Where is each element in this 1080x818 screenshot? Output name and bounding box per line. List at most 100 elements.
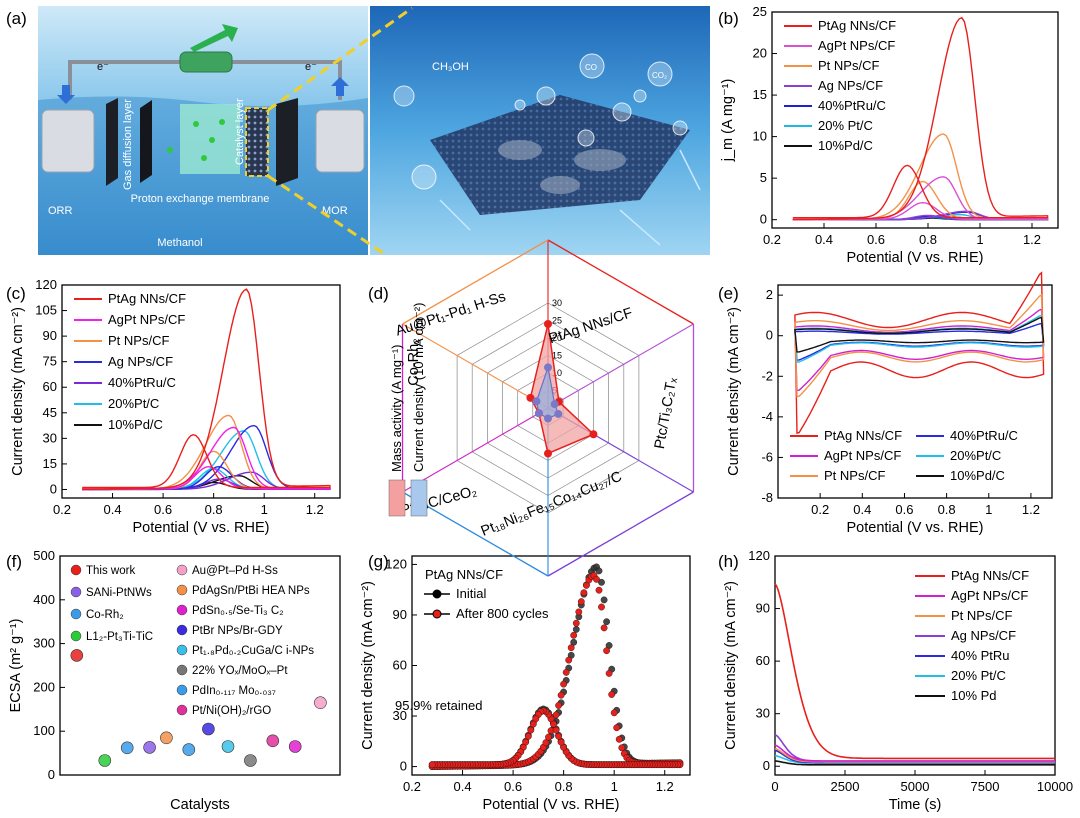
- ecsa-point: [70, 649, 84, 662]
- legend-entry: 40%PtRu/C: [950, 428, 1018, 443]
- radar-legend-label: Current density (10 mA cm⁻²): [411, 303, 426, 472]
- data-point: [605, 670, 613, 677]
- series-line: [794, 293, 1045, 398]
- y-tick-label: 30: [43, 430, 57, 445]
- data-point: [595, 567, 603, 575]
- data-point: [555, 732, 562, 740]
- x-tick-label: 0.4: [853, 502, 871, 517]
- y-axis-label: Current density (mA cm⁻²): [10, 307, 26, 476]
- mass-activity-point: [589, 430, 598, 439]
- legend-entry: Ag NPs/CF: [951, 628, 1016, 643]
- legend-entry: PtAg NNs/CF: [824, 428, 902, 443]
- series-line: [774, 747, 1055, 763]
- y-tick-label: 120: [748, 548, 770, 563]
- x-tick-label: 5000: [901, 779, 930, 794]
- orr-end-plate: [41, 109, 95, 173]
- ecsa-point: [244, 754, 257, 767]
- radar-legend-label: Mass activity (A mg⁻¹): [389, 345, 404, 473]
- panel-g-retained-annotation: 95.9% retained: [395, 698, 482, 713]
- x-tick-label: 0.2: [53, 502, 71, 517]
- legend-entry: AgPt NPs/CF: [951, 588, 1028, 603]
- x-tick-label: 0: [771, 779, 778, 794]
- co-bubble-label: CO: [585, 63, 597, 72]
- radar-axis-label: Pt₁₈Ni₂₆Fe₁₅Co₁₄Cu₂₇/C: [479, 469, 624, 540]
- y-tick-label: 105: [35, 303, 57, 318]
- x-tick-label: 10000: [1037, 779, 1073, 794]
- x-tick-label: 1: [261, 502, 268, 517]
- legend-marker: [70, 630, 82, 642]
- data-point: [552, 726, 560, 734]
- y-tick-label: 30: [393, 708, 407, 723]
- data-point: [552, 711, 560, 719]
- x-tick-label: 1.2: [1022, 502, 1040, 517]
- zoom-line-top: [267, 6, 413, 112]
- ecsa-point: [314, 696, 327, 710]
- legend-entry: This work: [86, 565, 135, 577]
- x-tick-label: 0.6: [895, 502, 913, 517]
- y-tick-label: 500: [33, 548, 55, 563]
- x-tick-label: 1.2: [306, 502, 324, 517]
- legend-entry: PdSn₀.₅/Se-Ti₃ C₂: [192, 605, 284, 617]
- panel-g-inset-title: PtAg NNs/CF: [425, 567, 503, 582]
- y-tick-label: 0: [48, 767, 55, 782]
- data-point: [570, 631, 578, 639]
- x-tick-label: 0.8: [555, 779, 573, 794]
- y-tick-label: 0: [400, 759, 407, 774]
- legend-entry: AgPt NPs/CF: [824, 448, 901, 463]
- panel-g-label: (g): [368, 552, 389, 571]
- data-point: [610, 709, 618, 717]
- x-axis-label: Time (s): [889, 797, 942, 813]
- y-tick-label: 2: [766, 287, 773, 302]
- data-point: [615, 735, 623, 743]
- y-tick-label: -4: [761, 409, 773, 424]
- mor-end-plate: [315, 109, 365, 173]
- gas-diffusion-layer-shape: [140, 100, 152, 183]
- data-point: [560, 680, 567, 688]
- legend-marker: [70, 608, 82, 620]
- y-tick-label: 0: [50, 481, 57, 496]
- data-point: [603, 647, 610, 655]
- radar-axis-label: Co-Rh₂: [406, 338, 422, 386]
- legend-entry: Initial: [456, 586, 486, 601]
- current-density-point: [544, 363, 552, 372]
- lightning-lines: [439, 149, 701, 246]
- ecsa-point: [98, 754, 112, 767]
- legend-marker: [176, 604, 188, 616]
- data-point: [598, 578, 605, 586]
- current-density-point: [554, 409, 563, 418]
- chart-panel-b: 0.2 0.4 0.6 0.8 1 1.2 0 5 10 15 20 25 Potential (V v…: [720, 4, 1059, 266]
- legend-entry: 40% PtRu: [951, 648, 1010, 663]
- legend-entry: Ag NPs/CF: [818, 78, 883, 93]
- y-tick-label: -8: [761, 490, 773, 505]
- legend-entry: 20% Pt/C: [818, 118, 873, 133]
- series-line: [774, 583, 1055, 760]
- panel-f-label: (f): [6, 552, 22, 571]
- y-tick-label: 400: [33, 592, 55, 607]
- x-axis-label: Potential (V vs. RHE): [847, 250, 984, 266]
- panel-a: e⁻ e⁻ ORR MOR Methanol Proton exchange m…: [6, 6, 710, 257]
- radar-scale-label: 30: [552, 298, 562, 308]
- up-arrow-icon: [331, 77, 349, 96]
- legend-entry: L1₂-Pt₃Ti-TiC: [86, 631, 153, 643]
- x-tick-label: 0.6: [154, 502, 172, 517]
- data-point: [598, 603, 605, 611]
- legend-entry: Pt NPs/CF: [951, 608, 1012, 623]
- ecsa-point: [160, 731, 173, 745]
- x-tick-label: 0.2: [763, 232, 781, 247]
- legend-entry: Pt NPs/CF: [818, 58, 879, 73]
- x-axis-label: Potential (V vs. RHE): [483, 797, 620, 813]
- y-tick-label: 90: [756, 601, 770, 616]
- data-point: [529, 720, 537, 728]
- chart-panel-h: 0 2500 5000 7500 10000 0 30 60 90 120 Time (s) Curr…: [723, 548, 1073, 813]
- legend-entry: SANi-PtNWs: [86, 587, 152, 599]
- data-point: [428, 761, 436, 769]
- x-tick-label: 1: [976, 232, 983, 247]
- x-tick-label: 2500: [831, 779, 860, 794]
- data-point: [542, 739, 550, 746]
- flow-field-right: [276, 98, 298, 186]
- data-point: [562, 669, 570, 676]
- legend-entry: PdIn₀.₁₁₇ Mo₀.₀₃₇: [192, 685, 276, 697]
- radar-scale-label: 15: [552, 351, 562, 361]
- legend-marker: [176, 644, 188, 656]
